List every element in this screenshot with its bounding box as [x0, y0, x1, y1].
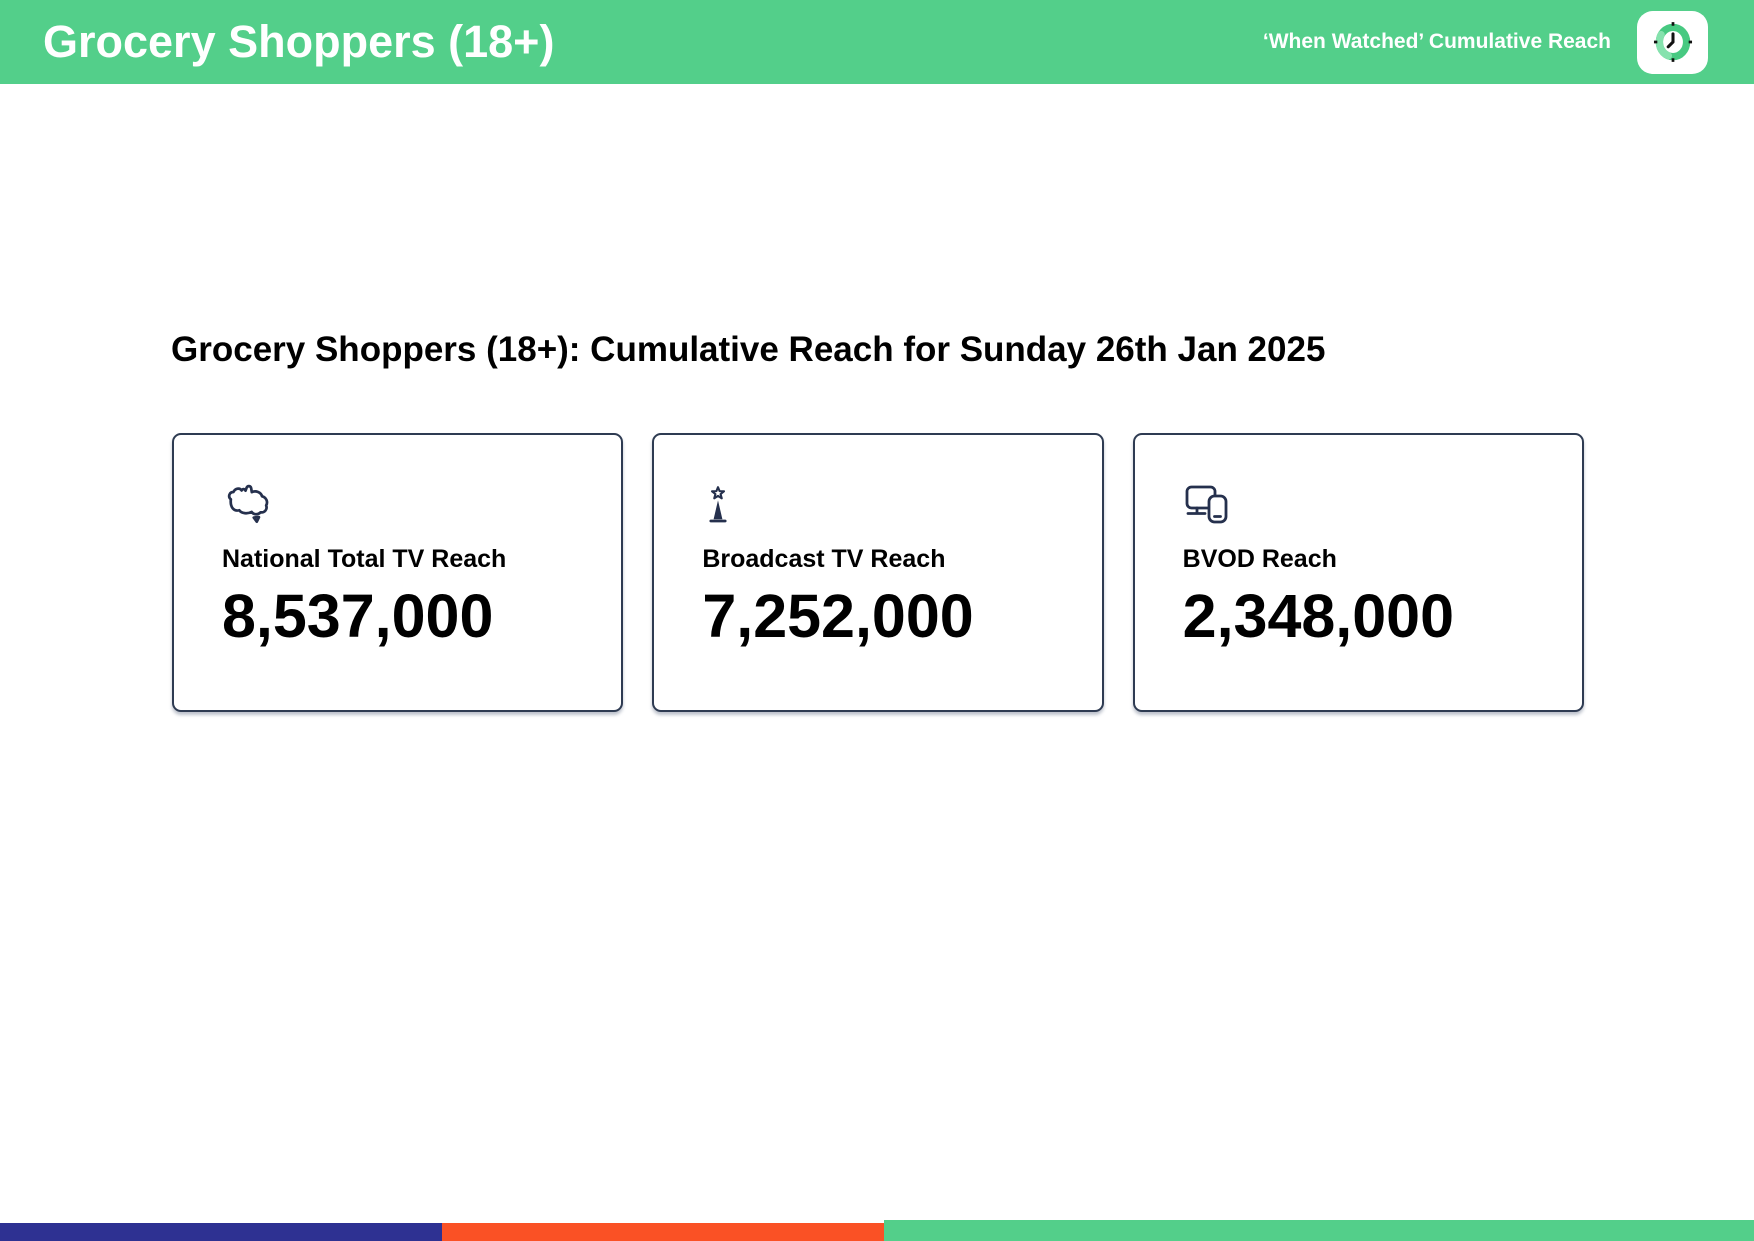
stripe-segment-orange	[442, 1223, 884, 1241]
australia-map-icon	[222, 481, 591, 531]
report-heading: Grocery Shoppers (18+): Cumulative Reach…	[171, 330, 1326, 369]
kpi-card-broadcast-tv-reach: Broadcast TV Reach 7,252,000	[652, 433, 1104, 712]
header-bar: Grocery Shoppers (18+) ‘When Watched’ Cu…	[0, 0, 1754, 84]
kpi-label: BVOD Reach	[1182, 545, 1337, 573]
page-title: Grocery Shoppers (18+)	[43, 16, 555, 67]
kpi-cards-row: National Total TV Reach 8,537,000 Broadc…	[172, 433, 1584, 712]
header-right-group: ‘When Watched’ Cumulative Reach	[1262, 10, 1708, 74]
kpi-card-national-total-tv-reach: National Total TV Reach 8,537,000	[172, 433, 624, 712]
broadcast-tower-icon	[702, 481, 1071, 531]
kpi-label: National Total TV Reach	[222, 545, 507, 573]
kpi-value: 8,537,000	[222, 582, 494, 650]
kpi-value: 2,348,000	[1182, 582, 1455, 650]
stripe-segment-navy	[0, 1223, 442, 1241]
kpi-value: 7,252,000	[702, 582, 974, 650]
clock-icon	[1637, 10, 1708, 74]
kpi-label: Broadcast TV Reach	[702, 545, 946, 573]
footer-stripe	[0, 1220, 1754, 1241]
kpi-card-bvod-reach: BVOD Reach 2,348,000	[1132, 433, 1584, 712]
stripe-segment-green	[884, 1220, 1754, 1241]
header-tagline: ‘When Watched’ Cumulative Reach	[1262, 30, 1611, 53]
tv-and-mobile-devices-icon	[1183, 481, 1552, 531]
